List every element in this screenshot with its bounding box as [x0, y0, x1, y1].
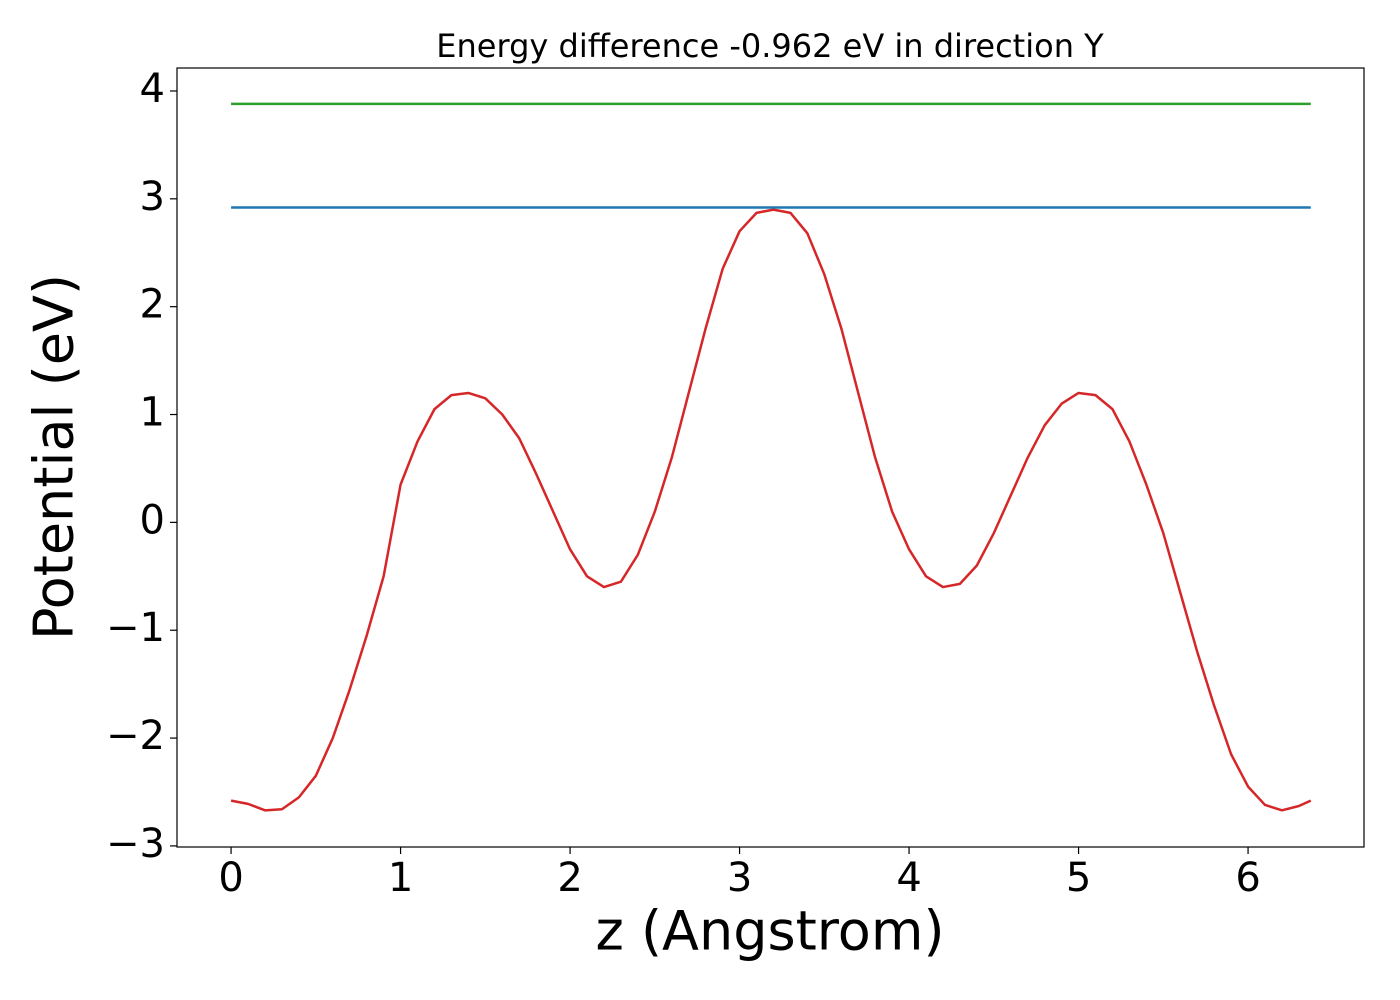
plot-frame — [176, 67, 1365, 848]
y-tick-label: 2 — [140, 282, 165, 328]
x-tick-label: 2 — [557, 855, 582, 901]
y-tick-label: 3 — [140, 174, 165, 220]
data-line — [230, 208, 1312, 812]
x-tick-label: 4 — [896, 855, 921, 901]
y-tick-label: −1 — [106, 605, 165, 651]
y-axis-label: Potential (eV) — [23, 274, 86, 640]
x-tick-label: 0 — [218, 855, 243, 901]
y-tick-label: −3 — [106, 821, 165, 867]
x-tick-label: 5 — [1066, 855, 1091, 901]
x-axis-label: z (Angstrom) — [595, 900, 944, 963]
chart-title: Energy difference -0.962 eV in direction… — [436, 27, 1104, 65]
y-tick-label: 0 — [140, 497, 165, 543]
y-tick-label: 1 — [140, 390, 165, 436]
x-tick-label: 1 — [388, 855, 413, 901]
x-tick-label: 6 — [1235, 855, 1260, 901]
y-tick-label: 4 — [140, 66, 165, 112]
y-tick-label: −2 — [106, 713, 165, 759]
x-tick-label: 3 — [727, 855, 752, 901]
